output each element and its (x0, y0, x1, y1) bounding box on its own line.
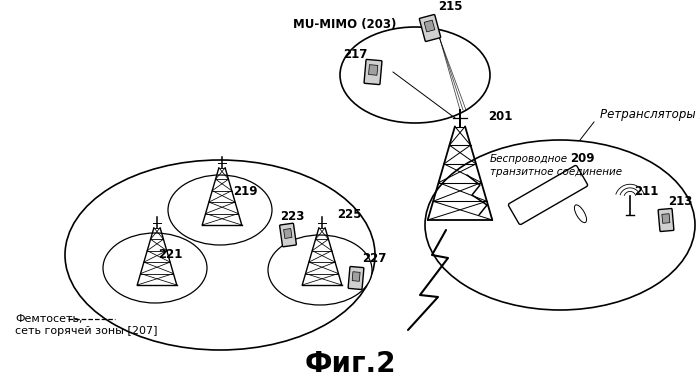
FancyBboxPatch shape (424, 20, 435, 32)
Ellipse shape (268, 235, 372, 305)
Text: Фемтосеть,: Фемтосеть, (15, 314, 83, 324)
Ellipse shape (168, 175, 272, 245)
Text: Ретрансляторы [205]: Ретрансляторы [205] (600, 108, 700, 121)
Text: 215: 215 (438, 0, 462, 13)
Text: Беспроводное
транзитное соединение: Беспроводное транзитное соединение (490, 154, 622, 177)
Text: 219: 219 (233, 185, 258, 198)
Text: 213: 213 (668, 195, 692, 208)
Ellipse shape (103, 233, 207, 303)
FancyBboxPatch shape (280, 223, 296, 247)
FancyBboxPatch shape (352, 272, 360, 281)
Text: MU-MIMO (203): MU-MIMO (203) (293, 18, 397, 31)
Text: 221: 221 (158, 248, 183, 261)
Ellipse shape (65, 160, 375, 350)
Text: 227: 227 (362, 252, 386, 265)
Text: Фиг.2: Фиг.2 (304, 350, 395, 378)
Text: сеть горячей зоны [207]: сеть горячей зоны [207] (15, 326, 158, 336)
Text: 217: 217 (344, 48, 368, 61)
FancyBboxPatch shape (348, 266, 364, 290)
FancyBboxPatch shape (364, 60, 382, 84)
Text: 211: 211 (634, 185, 659, 198)
Text: 223: 223 (280, 210, 304, 223)
FancyBboxPatch shape (369, 65, 378, 75)
Text: 209: 209 (570, 152, 594, 165)
Ellipse shape (575, 205, 587, 223)
FancyBboxPatch shape (284, 228, 292, 238)
FancyBboxPatch shape (662, 214, 670, 223)
Text: 225: 225 (337, 208, 361, 221)
FancyBboxPatch shape (508, 166, 587, 225)
FancyBboxPatch shape (419, 15, 440, 41)
Ellipse shape (425, 140, 695, 310)
FancyBboxPatch shape (658, 209, 674, 232)
Text: 201: 201 (488, 110, 512, 123)
Ellipse shape (340, 27, 490, 123)
